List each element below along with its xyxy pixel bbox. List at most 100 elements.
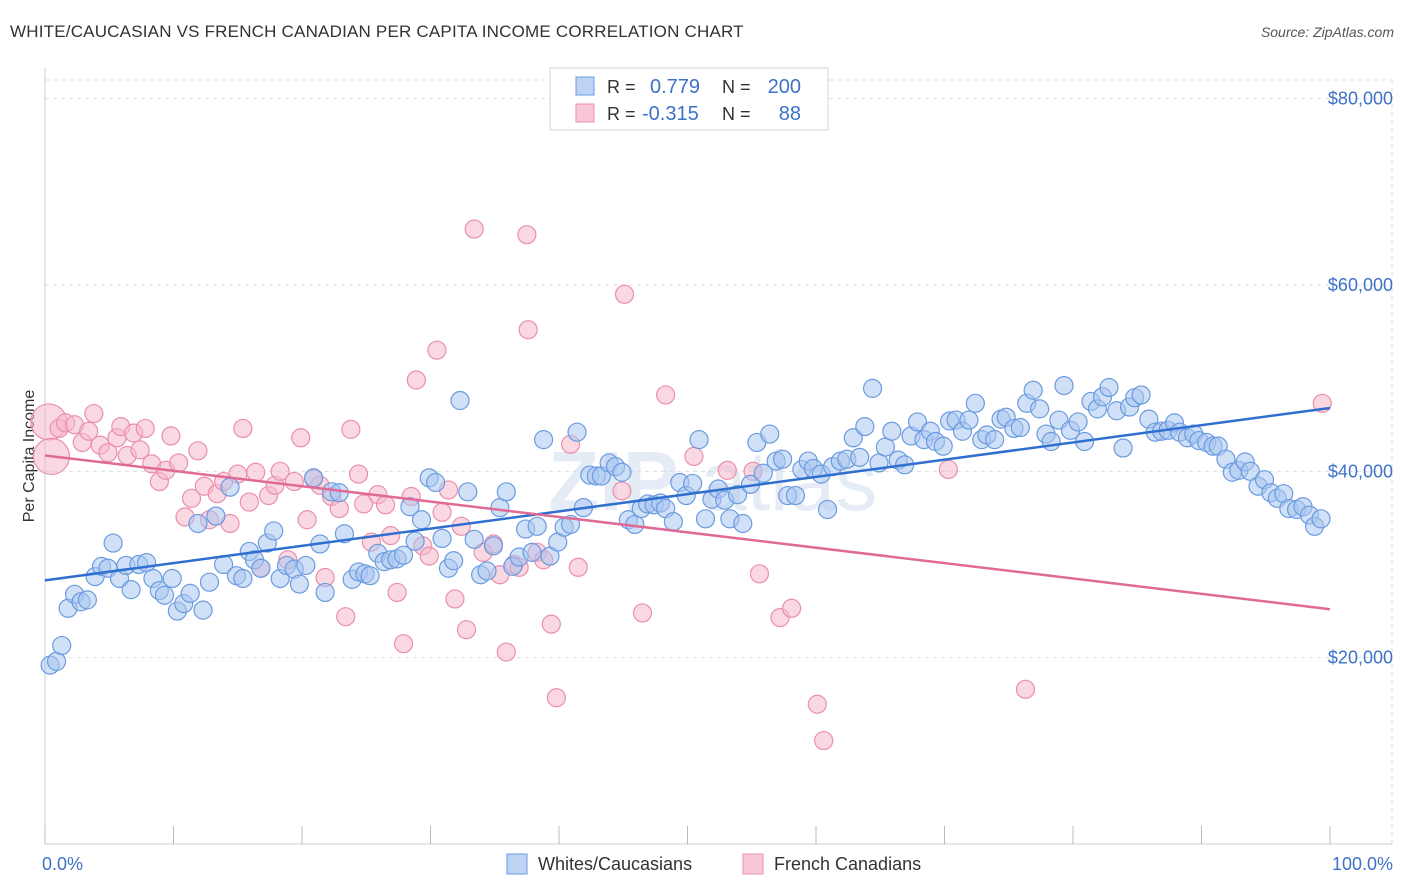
whites-caucasians-point-76 — [527, 516, 547, 536]
french-canadians-point-49 — [354, 494, 374, 514]
french-canadians-point-61 — [432, 502, 452, 522]
whites-caucasians-point-97 — [663, 512, 683, 532]
french-canadians-point-9 — [98, 443, 118, 463]
legend-box — [549, 67, 829, 131]
whites-caucasians-point-35 — [264, 521, 284, 541]
whites-caucasians-point-57 — [405, 531, 425, 551]
french-canadians-point-15 — [135, 418, 155, 439]
french-canadians-point-83 — [632, 603, 653, 623]
whites-caucasians-point-187 — [1240, 461, 1260, 481]
legend-n-value-pink: 88 — [779, 103, 801, 125]
whites-caucasians-point-55 — [393, 545, 414, 565]
whites-caucasians-point-126 — [850, 447, 870, 467]
french-canadians-point-60 — [427, 340, 447, 360]
series-whites-caucasians — [40, 376, 1331, 675]
whites-caucasians-point-50 — [360, 566, 380, 586]
whites-caucasians-point-101 — [689, 430, 709, 450]
whites-caucasians-point-65 — [458, 482, 478, 502]
whites-caucasians-point-69 — [483, 536, 504, 556]
bottom-legend-swatch-pink — [742, 853, 764, 875]
french-canadians-point-31 — [239, 492, 259, 512]
whites-caucasians-point-6 — [77, 590, 98, 610]
whites-caucasians-point-143 — [959, 410, 979, 430]
french-canadians-point-92 — [814, 730, 834, 751]
french-canadians-point-20 — [169, 453, 189, 473]
y-tick-label-3: $80,000 — [1328, 89, 1393, 109]
whites-caucasians-point-111 — [753, 463, 773, 483]
whites-caucasians-point-1 — [46, 651, 67, 671]
whites-caucasians-point-114 — [772, 449, 793, 469]
french-canadians-point-23 — [188, 441, 208, 461]
french-canadians-point-66 — [464, 219, 484, 239]
french-canadians-point-32 — [246, 462, 266, 482]
french-canadians-point-54 — [387, 582, 407, 603]
whites-caucasians-point-33 — [251, 558, 271, 578]
whites-caucasians-point-160 — [1068, 412, 1088, 432]
y-tick-labels: $20,000 $40,000 $60,000 $80,000 — [1328, 89, 1393, 668]
french-canadians-point-39 — [291, 428, 311, 448]
whites-caucasians-point-10 — [103, 533, 123, 553]
french-canadians-point-73 — [517, 225, 537, 245]
whites-caucasians-point-156 — [1041, 431, 1061, 452]
trend-line-french-canadians — [44, 454, 1331, 611]
whites-caucasians-point-139 — [933, 436, 953, 456]
trend-lines — [44, 406, 1331, 611]
bottom-legend: Whites/Caucasians French Canadians — [506, 853, 921, 875]
whites-caucasians-point-135 — [907, 412, 928, 432]
whites-caucasians-point-147 — [985, 430, 1005, 450]
whites-caucasians-point-28 — [220, 477, 240, 497]
whites-caucasians-point-13 — [121, 580, 141, 600]
french-canadians-point-22 — [181, 488, 202, 508]
y-tick-label-1: $40,000 — [1328, 461, 1393, 481]
legend-n-label-blue: N = — [722, 77, 751, 97]
legend-n-value-blue: 200 — [768, 76, 801, 98]
french-canadians-point-36 — [270, 461, 290, 481]
french-canadians-point-93 — [938, 459, 958, 480]
french-canadians-point-88 — [749, 564, 770, 584]
french-canadians-point-80 — [568, 557, 588, 577]
french-canadians-point-77 — [541, 614, 561, 634]
whites-caucasians-point-19 — [162, 568, 182, 589]
whites-caucasians-point-66 — [464, 529, 484, 549]
whites-caucasians-point-63 — [444, 551, 464, 571]
whites-caucasians-point-121 — [817, 499, 838, 520]
whites-caucasians-point-131 — [882, 421, 902, 441]
whites-caucasians-point-77 — [533, 430, 554, 450]
whites-caucasians-point-71 — [496, 482, 516, 502]
french-canadians-point-84 — [656, 385, 676, 405]
whites-caucasians-point-89 — [612, 462, 632, 482]
french-canadians-point-14 — [130, 440, 150, 460]
whites-caucasians-point-25 — [199, 572, 220, 592]
whites-caucasians-point-170 — [1131, 385, 1151, 405]
french-canadians-point-52 — [375, 495, 396, 515]
french-canadians-point-63 — [445, 589, 465, 609]
x-tick-label-1: 100.0% — [1332, 854, 1393, 874]
whites-caucasians-point-144 — [965, 393, 985, 413]
whites-caucasians-point-39 — [289, 574, 310, 594]
whites-caucasians-point-108 — [733, 513, 753, 534]
french-canadians-point-19 — [161, 426, 181, 446]
bottom-legend-swatch-blue — [506, 853, 528, 875]
french-canadians-point-65 — [456, 620, 477, 640]
french-canadians-point-82 — [614, 284, 635, 304]
french-canadians-point-74 — [518, 320, 538, 340]
x-tick-label-0: 0.0% — [42, 854, 83, 874]
french-canadians-point-7 — [84, 403, 104, 424]
french-canadians-point-30 — [233, 418, 253, 439]
whites-caucasians-point-56 — [400, 497, 420, 517]
source-label: Source: ZipAtlas.com — [1260, 24, 1394, 40]
x-tick-labels: 0.0% 100.0% — [42, 854, 1393, 874]
whites-caucasians-point-154 — [1029, 399, 1050, 419]
whites-caucasians-point-43 — [315, 582, 335, 603]
bottom-legend-label-pink: French Canadians — [774, 854, 921, 874]
whites-caucasians-point-30 — [233, 568, 253, 589]
trend-line-whites-caucasians — [44, 406, 1331, 582]
whites-caucasians-point-68 — [477, 561, 497, 581]
french-canadians-point-38 — [284, 471, 304, 492]
whites-caucasians-point-64 — [450, 390, 470, 411]
french-canadians-point-47 — [341, 419, 361, 439]
series-french-canadians — [30, 219, 1332, 751]
y-tick-label-0: $20,000 — [1328, 648, 1393, 668]
whites-caucasians-point-116 — [785, 485, 806, 506]
whites-caucasians-point-127 — [855, 416, 875, 437]
